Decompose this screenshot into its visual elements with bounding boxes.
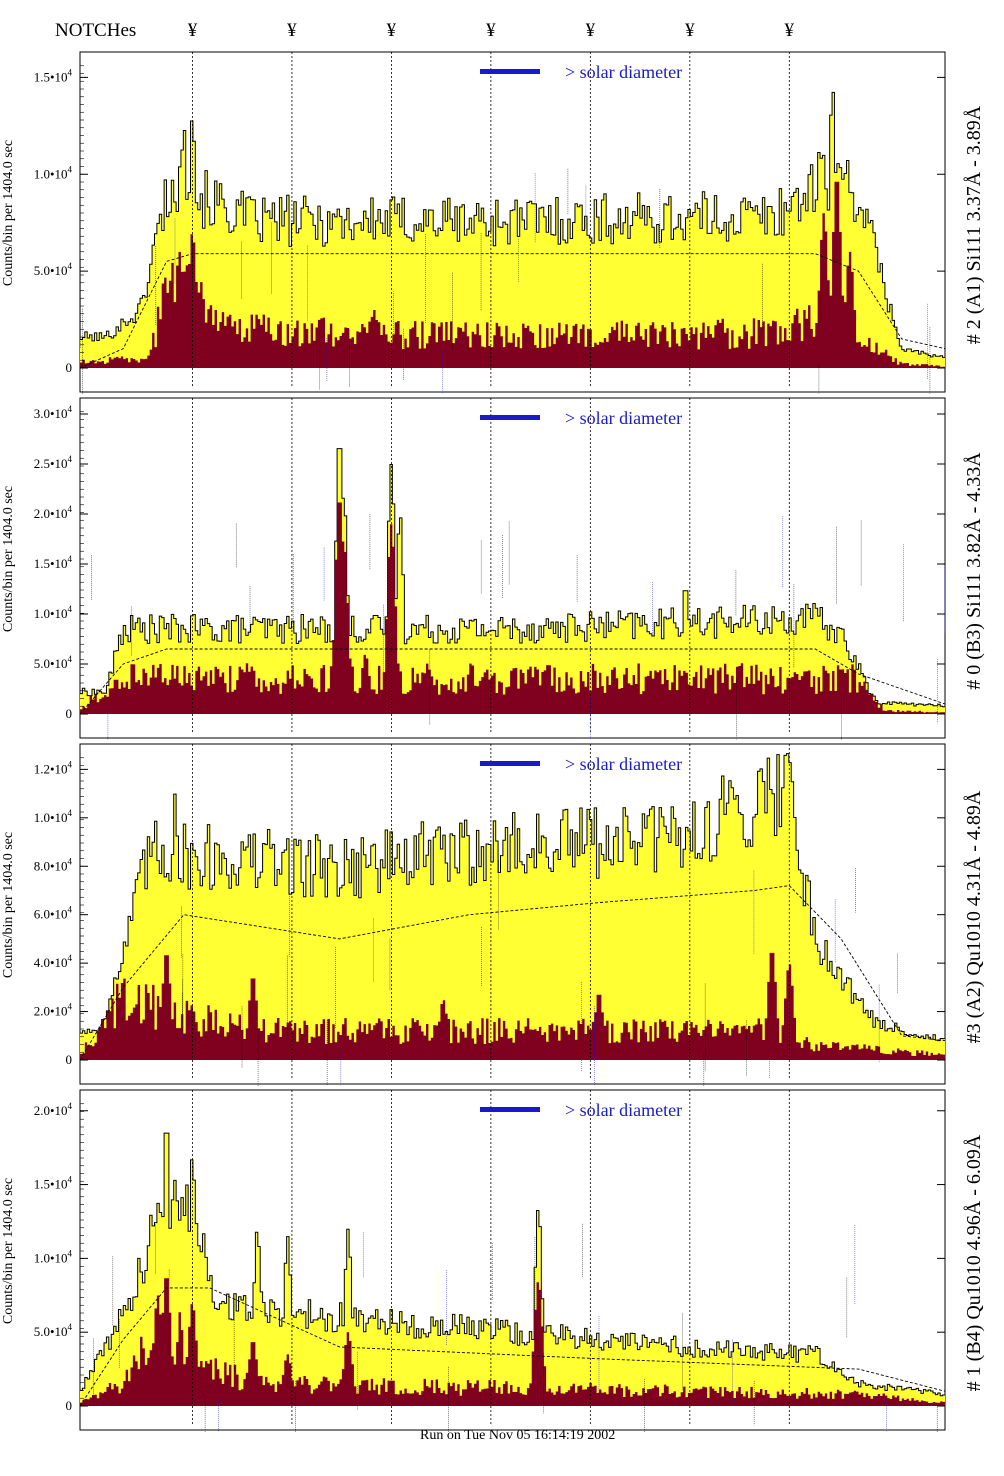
flare-counts-area (80, 1278, 945, 1406)
ytick-exponent-3: 4 (68, 554, 73, 564)
panel-b3: 0 5.0•104 1.0•104 1.5•104 2.0•104 2.5•104 3.0•… (1, 397, 985, 740)
ytick-exponent-6: 4 (68, 404, 73, 414)
y-axis-title: Counts/bin per 1404.0 sec (1, 1178, 16, 1324)
ytick-exponent-3: 4 (68, 67, 73, 77)
panel-a1: 0 5.0•104 1.0•104 1.5•104 Counts/bin per 140… (1, 51, 985, 394)
ytick-exponent-3: 4 (68, 905, 73, 915)
ytick-exponent-1: 4 (68, 1322, 73, 1332)
ytick-label-2: 1.0•104 (34, 164, 73, 181)
ytick-exponent-6: 4 (68, 759, 73, 769)
ytick-exponent-1: 4 (68, 261, 73, 271)
ytick-label-6: 3.0•104 (34, 404, 73, 421)
ytick-label-4: 8.0•104 (34, 856, 73, 873)
flare-counts-area (80, 181, 945, 368)
y-axis-title: Counts/bin per 1404.0 sec (1, 486, 16, 632)
ytick-label-3: 1.5•104 (34, 554, 73, 571)
total-counts-outline (80, 91, 945, 358)
total-counts-area (80, 1133, 945, 1406)
total-counts-outline (80, 448, 945, 708)
side-label: #3 (A2) Qu1010 4.31Å - 4.89Å (963, 790, 985, 1043)
ytick-label-0: 0 (66, 360, 73, 375)
total-counts-outline (80, 753, 945, 1042)
smoothed-curve (79, 253, 946, 369)
legend-swatch (480, 69, 540, 74)
ytick-label-4: 2.0•104 (34, 1101, 73, 1118)
side-label: # 0 (B3) Si111 3.82Å - 4.33Å (963, 452, 985, 690)
side-label: # 1 (B4) Qu1010 4.96Å - 6.09Å (963, 1134, 985, 1391)
legend-swatch (480, 1107, 540, 1112)
ytick-exponent-5: 4 (68, 808, 73, 818)
notch-symbol-2: ¥ (287, 20, 297, 41)
plot-frame (79, 743, 946, 1085)
smoothed-curve (79, 1287, 946, 1407)
ytick-exponent-5: 4 (68, 454, 73, 464)
ytick-exponent-2: 4 (68, 953, 73, 963)
flare-counts-area (80, 502, 945, 714)
legend-swatch (480, 415, 540, 420)
flare-counts-area (80, 952, 945, 1060)
ytick-label-1: 5.0•104 (34, 654, 73, 671)
ytick-exponent-4: 4 (68, 1101, 73, 1111)
ytick-label-6: 1.2•104 (34, 759, 73, 776)
total-counts-area (80, 92, 945, 369)
ytick-label-1: 5.0•104 (34, 261, 73, 278)
panel-b4: 0 5.0•104 1.0•104 1.5•104 2.0•104 Counts/bin … (1, 1089, 985, 1432)
smoothed-curve (79, 648, 946, 715)
ytick-exponent-4: 4 (68, 856, 73, 866)
ytick-label-2: 4.0•104 (34, 953, 73, 970)
ytick-exponent-2: 4 (68, 604, 73, 614)
y-axis-title: Counts/bin per 1404.0 sec (1, 832, 16, 978)
plot-frame (79, 51, 946, 393)
ytick-exponent-2: 4 (68, 164, 73, 174)
legend-label: > solar diameter (565, 62, 682, 82)
ytick-label-3: 1.5•104 (34, 67, 73, 84)
notch-symbol-7: ¥ (785, 20, 795, 41)
legend-label: > solar diameter (565, 1100, 682, 1120)
panel-a2: 0 2.0•104 4.0•104 6.0•104 8.0•104 1.0•104 1.2•… (1, 743, 985, 1086)
ytick-exponent-1: 4 (68, 654, 73, 664)
ytick-label-2: 1.0•104 (34, 1248, 73, 1265)
notches-label: NOTCHes (55, 20, 137, 41)
ytick-exponent-4: 4 (68, 504, 73, 514)
legend-label: > solar diameter (565, 408, 682, 428)
smoothed-curve (79, 885, 946, 1061)
ytick-label-0: 0 (66, 1398, 73, 1413)
plot-frame (79, 1089, 946, 1431)
ytick-exponent-3: 4 (68, 1175, 73, 1185)
total-counts-outline (80, 1132, 945, 1397)
ytick-label-3: 6.0•104 (34, 905, 73, 922)
ytick-label-4: 2.0•104 (34, 504, 73, 521)
notch-symbol-row: ¥ ¥ ¥ ¥ ¥ ¥ ¥ (188, 20, 795, 41)
notch-symbol-6: ¥ (685, 20, 695, 41)
side-label: # 2 (A1) Si111 3.37Å - 3.89Å (963, 105, 985, 344)
total-counts-area (80, 448, 945, 714)
ytick-label-1: 5.0•104 (34, 1322, 73, 1339)
ytick-label-0: 0 (66, 1052, 73, 1067)
y-axis-title: Counts/bin per 1404.0 sec (1, 140, 16, 286)
notch-symbol-1: ¥ (188, 20, 198, 41)
notch-symbol-3: ¥ (387, 20, 397, 41)
ytick-label-1: 2.0•104 (34, 1002, 73, 1019)
legend-label: > solar diameter (565, 754, 682, 774)
legend-swatch (480, 761, 540, 766)
ytick-exponent-1: 4 (68, 1002, 73, 1012)
ytick-label-5: 2.5•104 (34, 454, 73, 471)
notch-symbol-5: ¥ (586, 20, 596, 41)
run-timestamp: Run on Tue Nov 05 16:14:19 2002 (420, 1428, 616, 1443)
notch-symbol-4: ¥ (486, 20, 496, 41)
ytick-label-3: 1.5•104 (34, 1175, 73, 1192)
ytick-exponent-2: 4 (68, 1248, 73, 1258)
total-counts-area (80, 753, 945, 1060)
ytick-label-2: 1.0•104 (34, 604, 73, 621)
ytick-label-0: 0 (66, 706, 73, 721)
ytick-label-5: 1.0•104 (34, 808, 73, 825)
